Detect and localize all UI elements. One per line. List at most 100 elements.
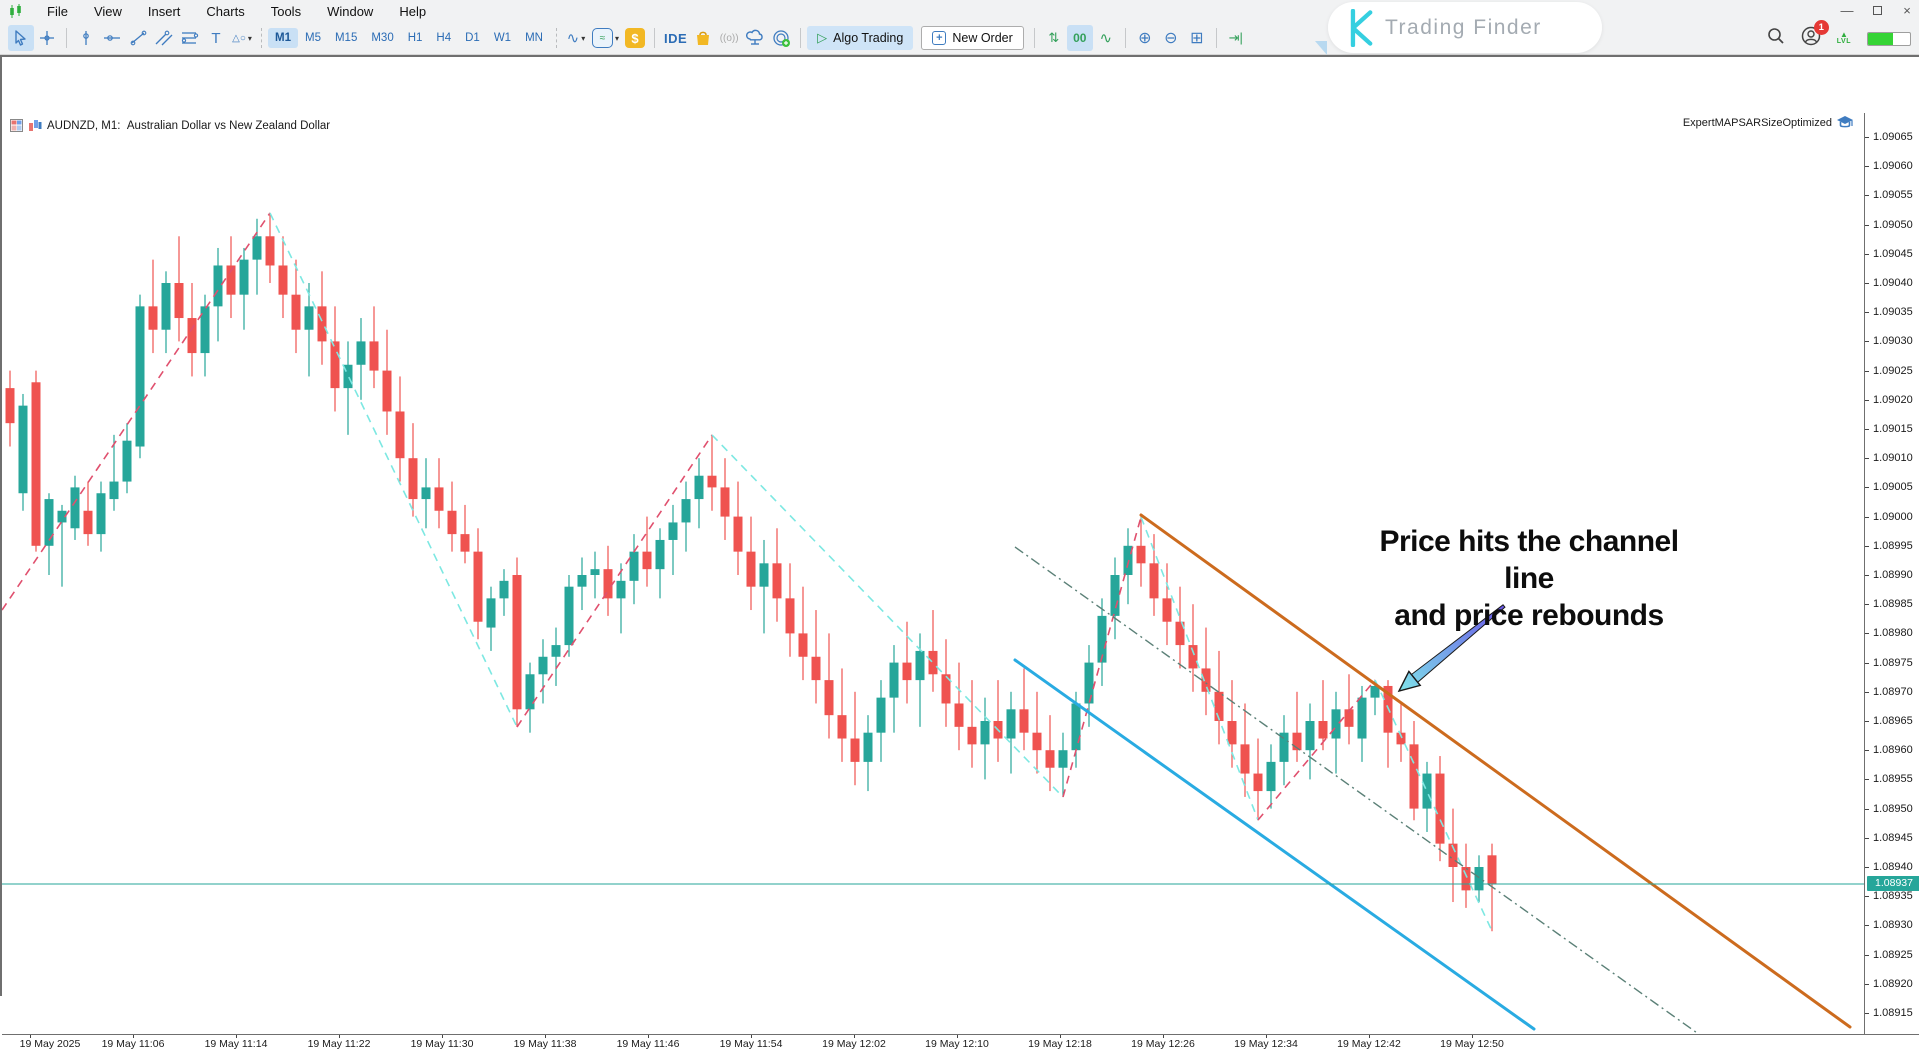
timeframe-m30[interactable]: M30 (371, 32, 394, 44)
restore-icon (1872, 6, 1882, 15)
menu-item-tools[interactable]: Tools (270, 3, 302, 19)
profile-icon (1801, 26, 1821, 46)
cursor-tool-button[interactable] (8, 25, 34, 51)
time-axis[interactable]: 19 May 2025 19 May 11:06 19 May 11:14 19 Ma… (2, 1034, 1919, 1053)
vertical-line-tool-button[interactable] (73, 25, 99, 51)
signals-button[interactable]: ((o)) (716, 25, 742, 51)
channel-icon (155, 30, 173, 46)
equidistant-tool-button[interactable] (177, 25, 203, 51)
account-currency-button[interactable]: $ (622, 25, 648, 51)
price-axis[interactable]: 1.09065 1.09060 1.09055 1.09050 1.09045 1.090… (1864, 113, 1919, 1034)
one-click-trading-icon[interactable] (28, 119, 42, 132)
candle-bear (31, 382, 41, 546)
search-button[interactable] (1767, 27, 1785, 50)
ide-button[interactable]: IDE (661, 25, 690, 51)
restore-button[interactable] (1869, 0, 1885, 22)
candle-bear (395, 411, 405, 459)
timeframe-m15[interactable]: M15 (334, 32, 358, 44)
graduation-cap-icon[interactable] (1837, 116, 1853, 129)
candle-bear (1448, 843, 1458, 867)
signal-icon: ((o)) (719, 32, 739, 44)
price-tick (1865, 341, 1869, 343)
community-button[interactable] (768, 25, 794, 51)
candle-bear (291, 294, 301, 330)
new-order-label: New Order (952, 31, 1013, 45)
zoom-in-button[interactable]: ⊕ (1132, 25, 1158, 51)
time-label: 19 May 12:18 (1028, 1038, 1092, 1050)
timeframe-h4[interactable]: H4 (436, 32, 452, 44)
depth-of-market-icon[interactable] (10, 119, 23, 132)
menu-item-help[interactable]: Help (399, 3, 427, 19)
menu-item-charts[interactable]: Charts (206, 3, 245, 19)
candle-bear (512, 575, 522, 710)
timeframe-d1[interactable]: D1 (465, 32, 480, 44)
candle-bear (1149, 563, 1159, 599)
menu-item-view[interactable]: View (93, 3, 122, 19)
text-tool-button[interactable]: T (203, 25, 229, 51)
level-button[interactable]: ▲ LVL (1837, 31, 1851, 46)
minimize-button[interactable]: — (1840, 3, 1854, 18)
candle-bull (577, 575, 587, 587)
chart-canvas[interactable] (2, 113, 1864, 1034)
tile-windows-button[interactable]: ⊞ (1184, 25, 1210, 51)
candle-bear (772, 563, 782, 599)
toolbar-right-cluster: 1 ▲ LVL (1767, 20, 1911, 55)
ide-icon: IDE (663, 30, 688, 46)
time-label: 19 May 11:46 (616, 1038, 680, 1050)
candle-bull (213, 265, 223, 307)
toolbar-separator (800, 28, 802, 48)
timeframe-m1[interactable]: M1 (268, 28, 298, 48)
chart-symbol-description: Australian Dollar vs New Zealand Dollar (126, 119, 331, 132)
zoom-out-button[interactable]: ⊖ (1158, 25, 1184, 51)
algo-trading-button[interactable]: ▷ Algo Trading (807, 26, 914, 50)
indicators-button[interactable]: ≈ ▾ (589, 25, 622, 51)
toolbar-separator (66, 28, 67, 48)
progress-fill (1868, 32, 1894, 45)
chart-line-type-button[interactable]: ∿ ▾ (563, 25, 589, 51)
price-label: 1.08940 (1873, 861, 1913, 873)
crosshair-tool-button[interactable] (34, 25, 60, 51)
tick-chart-button[interactable]: ⇅ (1041, 25, 1067, 51)
close-button[interactable]: × (1903, 3, 1911, 18)
line-chart-button[interactable]: ∿ (1093, 25, 1119, 51)
shift-end-button[interactable]: ⇥| (1223, 25, 1249, 51)
candle-bull (1071, 703, 1081, 751)
timeframe-m5[interactable]: M5 (304, 32, 321, 44)
candle-bull (668, 522, 678, 540)
trendline-tool-button[interactable] (125, 25, 151, 51)
horizontal-line-icon (104, 35, 120, 41)
shapes-tool-button[interactable]: △○ ▾ (229, 25, 255, 51)
timeframe-h1[interactable]: H1 (407, 32, 423, 44)
candle-bear (369, 341, 379, 371)
zigzag-down-segment (1374, 679, 1493, 932)
time-label: 19 May 11:22 (307, 1038, 371, 1050)
candle-bear (811, 656, 821, 681)
menu-item-file[interactable]: File (47, 3, 68, 19)
candle-chart-button[interactable]: 00 (1066, 25, 1093, 51)
candle-bull (694, 475, 704, 500)
candle-bull (863, 732, 873, 762)
timeframe-w1[interactable]: W1 (493, 32, 512, 44)
price-tick (1865, 253, 1869, 255)
horizontal-line-tool-button[interactable] (99, 25, 125, 51)
candle-bear (720, 487, 730, 517)
candle-bull (616, 580, 626, 599)
price-label: 1.09005 (1873, 481, 1913, 494)
profile-button[interactable]: 1 (1801, 20, 1829, 51)
candle-bear (1201, 668, 1211, 692)
indicators-icon: ≈ (591, 28, 613, 48)
crosshair-icon (40, 31, 54, 45)
candle-bear (1318, 721, 1328, 739)
market-button[interactable] (690, 25, 716, 51)
cloud-button[interactable] (742, 25, 768, 51)
candle-bear (941, 674, 951, 704)
price-label: 1.08990 (1873, 569, 1913, 581)
menu-item-insert[interactable]: Insert (147, 3, 181, 19)
new-order-button[interactable]: + New Order (921, 26, 1024, 50)
menu-item-window[interactable]: Window (327, 3, 374, 19)
candle-bear (603, 569, 613, 599)
price-tick (1865, 808, 1869, 810)
channel-tool-button[interactable] (151, 25, 177, 51)
timeframe-mn[interactable]: MN (525, 32, 543, 44)
channel-midline (1014, 546, 1700, 1034)
